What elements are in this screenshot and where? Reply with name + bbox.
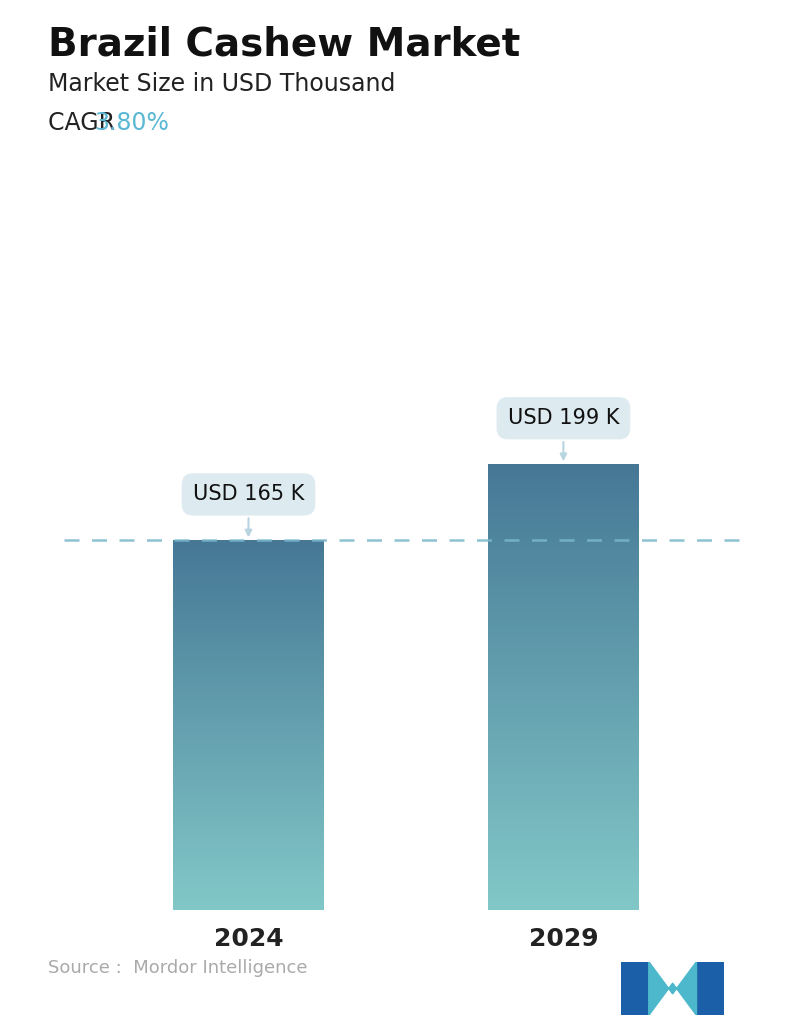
Text: USD 165 K: USD 165 K bbox=[193, 484, 304, 536]
Text: 3.80%: 3.80% bbox=[94, 111, 169, 134]
Text: Source :  Mordor Intelligence: Source : Mordor Intelligence bbox=[48, 960, 307, 977]
Polygon shape bbox=[696, 962, 724, 1015]
Polygon shape bbox=[649, 962, 696, 1015]
Text: CAGR: CAGR bbox=[48, 111, 130, 134]
Polygon shape bbox=[621, 962, 649, 1015]
Text: Brazil Cashew Market: Brazil Cashew Market bbox=[48, 26, 520, 64]
Text: Market Size in USD Thousand: Market Size in USD Thousand bbox=[48, 72, 395, 96]
Text: USD 199 K: USD 199 K bbox=[508, 408, 619, 459]
